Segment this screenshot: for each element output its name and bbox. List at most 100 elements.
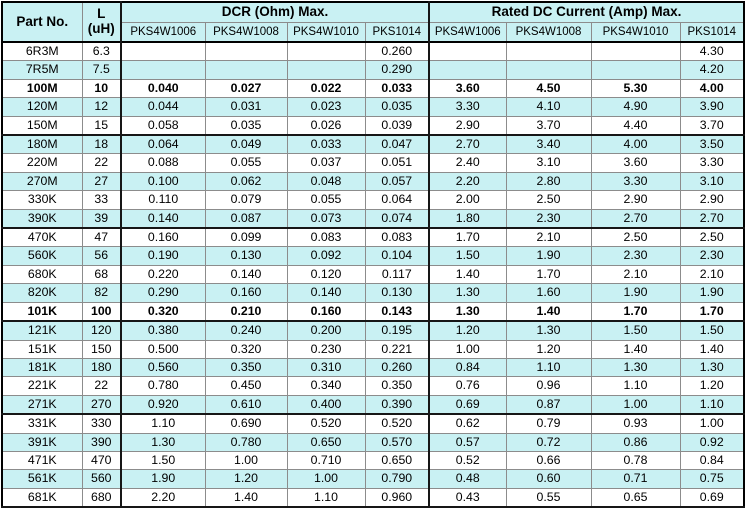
dcr-value-cell: 1.90 — [120, 469, 206, 489]
current-value-cell: 2.00 — [428, 190, 507, 210]
dcr-value-cell: 0.140 — [204, 264, 288, 285]
dcr-value-cell: 0.051 — [364, 153, 431, 173]
table-row: 151K 150 0.500 0.320 0.230 0.221 1.00 1.20 1.40 1… — [1, 339, 745, 359]
l-value-cell: 33 — [81, 190, 122, 210]
dcr-value-cell: 0.064 — [364, 190, 431, 210]
l-value-cell: 330 — [81, 413, 122, 434]
dcr-value-cell: 0.340 — [286, 376, 366, 396]
current-value-cell: 3.30 — [428, 97, 507, 117]
dcr-value-cell: 0.610 — [204, 394, 288, 415]
dcr-value-cell: 0.064 — [120, 134, 206, 155]
current-value-cell: 4.10 — [505, 97, 592, 117]
table-row: 470K 47 0.160 0.099 0.083 0.083 1.70 2.10 2.50 2.… — [1, 227, 745, 248]
part-no-cell: 271K — [1, 394, 83, 415]
table-row: 560K 56 0.190 0.130 0.092 0.104 1.50 1.90 2.30 2.… — [1, 246, 745, 266]
current-model-header: PKS4W1010 — [590, 22, 681, 43]
current-value-cell: 2.70 — [679, 208, 745, 229]
part-no-cell: 820K — [1, 283, 83, 303]
dcr-value-cell: 1.20 — [204, 469, 288, 489]
part-no-cell: 221K — [1, 376, 83, 396]
dcr-value-cell: 0.031 — [204, 97, 288, 117]
inductance-header: L (uH) — [81, 1, 122, 43]
current-value-cell: 0.57 — [428, 432, 507, 452]
part-no-cell: 331K — [1, 413, 83, 434]
current-value-cell: 2.90 — [428, 115, 507, 136]
dcr-value-cell: 0.195 — [364, 320, 431, 341]
current-value-cell: 2.70 — [590, 208, 681, 229]
current-value-cell: 0.60 — [505, 469, 592, 489]
dcr-value-cell: 0.260 — [364, 41, 431, 62]
dcr-value-cell: 0.320 — [120, 301, 206, 322]
dcr-value-cell: 0.099 — [204, 227, 288, 248]
current-value-cell: 2.10 — [590, 264, 681, 285]
current-value-cell: 4.40 — [590, 115, 681, 136]
part-no-cell: 101K — [1, 301, 83, 322]
current-value-cell: 2.90 — [590, 190, 681, 210]
dcr-value-cell: 0.780 — [120, 376, 206, 396]
current-value-cell: 2.90 — [679, 190, 745, 210]
current-value-cell: 0.96 — [505, 376, 592, 396]
dcr-value-cell: 0.117 — [364, 264, 431, 285]
table-header: Part No. L (uH) DCR (Ohm) Max. Rated DC … — [1, 1, 745, 43]
dcr-value-cell: 0.450 — [204, 376, 288, 396]
l-value-cell: 12 — [81, 97, 122, 117]
current-value-cell: 2.10 — [505, 227, 592, 248]
current-value-cell: 0.52 — [428, 450, 507, 471]
current-value-cell: 1.00 — [428, 339, 507, 359]
current-value-cell: 2.40 — [428, 153, 507, 173]
current-value-cell: 0.93 — [590, 413, 681, 434]
dcr-value-cell: 1.30 — [120, 432, 206, 452]
current-value-cell: 1.00 — [590, 394, 681, 415]
current-value-cell: 4.20 — [679, 60, 745, 80]
table-row: 221K 22 0.780 0.450 0.340 0.350 0.76 0.96 1.10 1.… — [1, 376, 745, 396]
dcr-value-cell: 1.10 — [286, 487, 366, 508]
current-value-cell: 0.69 — [679, 487, 745, 508]
l-value-cell: 680 — [81, 487, 122, 508]
dcr-value-cell: 0.035 — [204, 115, 288, 136]
current-value-cell: 1.50 — [679, 320, 745, 341]
dcr-value-cell: 0.310 — [286, 357, 366, 378]
dcr-value-cell: 0.650 — [286, 432, 366, 452]
part-no-cell: 390K — [1, 208, 83, 229]
dcr-model-header: PKS4W1006 — [120, 22, 206, 43]
l-value-cell: 82 — [81, 283, 122, 303]
current-value-cell: 1.10 — [505, 357, 592, 378]
part-no-cell: 180M — [1, 134, 83, 155]
current-value-cell: 0.65 — [590, 487, 681, 508]
current-value-cell: 0.75 — [679, 469, 745, 489]
dcr-value-cell: 0.027 — [204, 78, 288, 99]
part-no-cell: 681K — [1, 487, 83, 508]
dcr-value-cell: 0.074 — [364, 208, 431, 229]
current-value-cell: 0.86 — [590, 432, 681, 452]
current-value-cell: 4.00 — [590, 134, 681, 155]
part-no-cell: 471K — [1, 450, 83, 471]
current-model-header: PKS4W1006 — [428, 22, 507, 43]
dcr-value-cell: 0.055 — [204, 153, 288, 173]
part-no-cell: 391K — [1, 432, 83, 452]
current-value-cell — [590, 60, 681, 80]
current-value-cell: 2.30 — [679, 246, 745, 266]
l-value-cell: 120 — [81, 320, 122, 341]
table-row: 6R3M 6.3 0.260 4.30 — [1, 41, 745, 62]
current-value-cell: 3.60 — [590, 153, 681, 173]
table-row: 220M 22 0.088 0.055 0.037 0.051 2.40 3.10 3.60 3.… — [1, 153, 745, 173]
dcr-value-cell: 0.200 — [286, 320, 366, 341]
l-value-cell: 270 — [81, 394, 122, 415]
current-value-cell: 2.50 — [505, 190, 592, 210]
table-body: 6R3M 6.3 0.260 4.30 7R5M 7.5 0.290 4.20 100M 10 0.… — [1, 41, 745, 508]
current-value-cell: 3.60 — [428, 78, 507, 99]
dcr-value-cell: 0.390 — [364, 394, 431, 415]
table-row: 150M 15 0.058 0.035 0.026 0.039 2.90 3.70 4.40 3.… — [1, 115, 745, 136]
dcr-value-cell: 0.160 — [120, 227, 206, 248]
inductance-header-line2: (uH) — [87, 21, 115, 36]
dcr-value-cell: 1.50 — [120, 450, 206, 471]
current-value-cell — [590, 41, 681, 62]
part-no-cell: 270M — [1, 171, 83, 192]
dcr-value-cell: 0.040 — [120, 78, 206, 99]
dcr-value-cell: 0.143 — [364, 301, 431, 322]
l-value-cell: 22 — [81, 153, 122, 173]
table-row: 121K 120 0.380 0.240 0.200 0.195 1.20 1.30 1.50 1… — [1, 320, 745, 341]
table-row: 101K 100 0.320 0.210 0.160 0.143 1.30 1.40 1.70 1… — [1, 301, 745, 322]
table-row: 331K 330 1.10 0.690 0.520 0.520 0.62 0.79 0.93 1.… — [1, 413, 745, 434]
current-value-cell: 0.71 — [590, 469, 681, 489]
